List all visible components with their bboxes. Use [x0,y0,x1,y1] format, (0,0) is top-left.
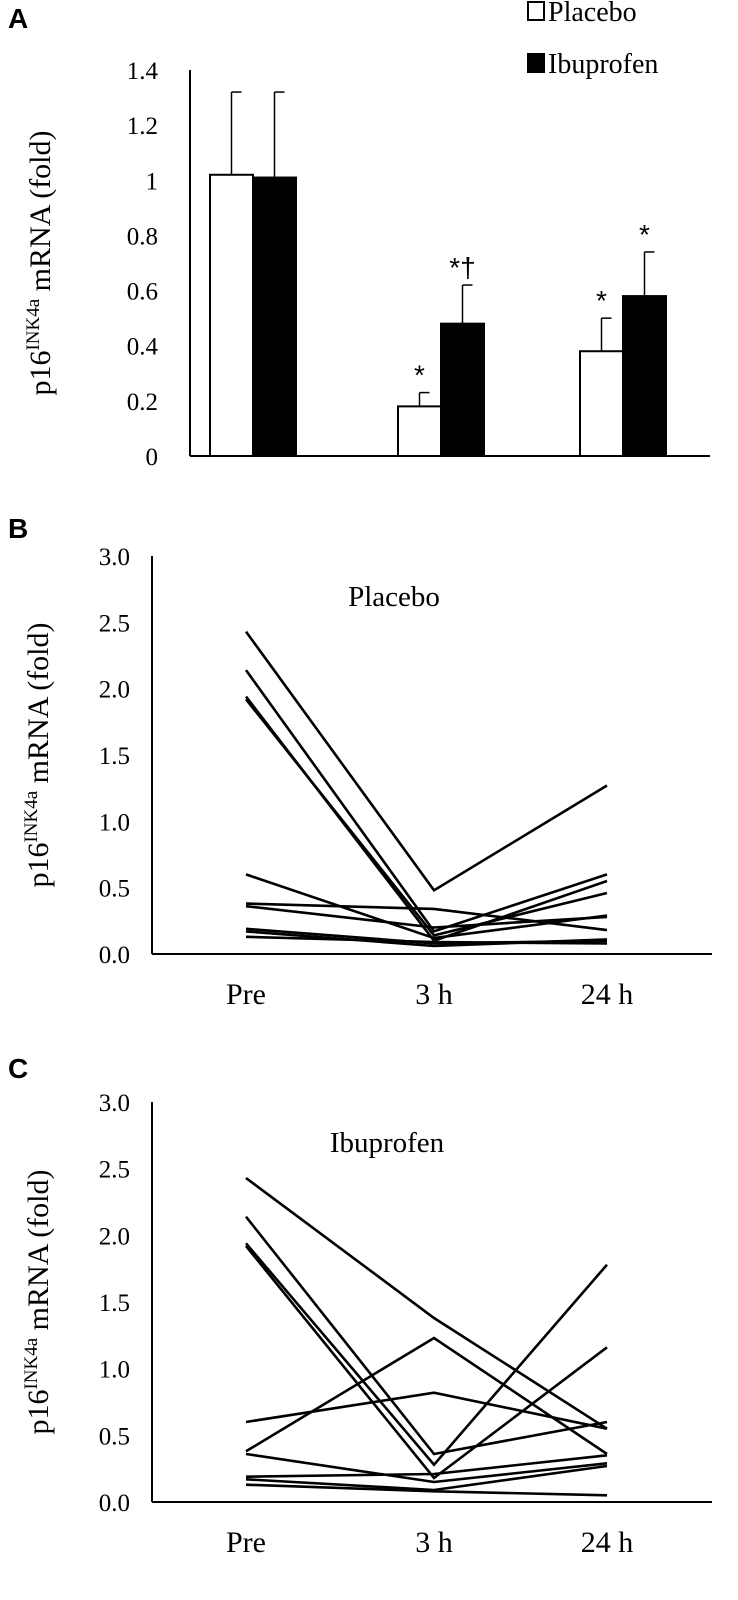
series-line-2 [244,1215,608,1456]
chart-title: Placebo [348,581,440,613]
bar-placebo [579,350,624,458]
y-tick-label: 2.5 [99,1157,130,1184]
series-line-10 [245,935,608,945]
legend-swatch-ibuprofen [527,53,545,73]
bar-ibuprofen [440,322,485,457]
y-tick-label: 0 [146,444,159,471]
series-line-1 [245,1176,608,1430]
y-tick-label: 2.0 [99,677,130,704]
series-line-6 [245,902,608,932]
y-axis-label: p16INK4a mRNA (fold) [21,622,55,887]
series-line-9 [245,930,608,948]
x-tick-label: 24 h [581,978,634,1011]
significance-mark: * [414,360,425,391]
legend-label-ibuprofen: Ibuprofen [548,49,658,80]
significance-mark: * [596,285,607,316]
y-tick-label: 2.0 [99,1223,130,1250]
series-line-7 [245,904,608,929]
bar-chart-a: 0 0.2 0.4 0.6 0.8 1 1.2 1.4 * * *† * p16INK4a mRNA (… [23,0,710,471]
significance-mark: *† [449,252,475,283]
y-axis-label: p16INK4a mRNA (fold) [23,130,57,395]
series-line-3 [245,1242,608,1467]
legend-label-placebo: Placebo [548,0,637,28]
line-chart-placebo: 0.0 0.5 1.0 1.5 2.0 2.5 3.0 Pre 3 h 24 h Placebo p1… [21,544,712,1011]
y-tick-label: 0.5 [99,1423,130,1450]
y-tick-label: 3.0 [99,544,130,571]
y-axis-label: p16INK4a mRNA (fold) [21,1169,55,1434]
bar-ibuprofen [252,176,297,457]
y-tick-label: 0.5 [99,876,130,903]
y-tick-label: 0.4 [127,334,159,361]
x-tick-label: Pre [226,1526,266,1559]
bar-placebo [397,405,442,457]
y-tick-label: 0.0 [99,1490,130,1517]
series-line-2 [244,669,608,933]
x-tick-label: Pre [226,978,266,1011]
x-tick-label: 3 h [415,978,453,1011]
y-tick-label: 1.4 [127,58,159,85]
series-line-4 [244,1245,608,1480]
y-tick-label: 0.6 [127,279,158,306]
y-tick-label: 0.2 [127,389,158,416]
panel-label-a: A [8,3,28,34]
series-line-10 [245,1483,608,1497]
panel-label-c: C [8,1053,28,1084]
chart-title: Ibuprofen [330,1127,445,1159]
line-chart-ibuprofen: 0.0 0.5 1.0 1.5 2.0 2.5 3.0 Pre 3 h 24 h Ibuprofen… [21,1090,712,1559]
legend: Placebo Ibuprofen [527,0,658,80]
x-tick-label: 3 h [415,1526,453,1559]
y-tick-label: 1.5 [99,1290,130,1317]
y-tick-label: 1.0 [99,809,130,836]
y-tick-label: 1 [146,168,159,195]
legend-swatch-placebo [527,1,545,21]
x-tick-label: 24 h [581,1526,634,1559]
y-tick-label: 1.2 [127,113,158,140]
series-line-4 [244,698,608,937]
series-line-7 [245,1452,608,1484]
series-line-5 [245,1391,608,1430]
series-line-8 [245,1454,608,1478]
y-tick-label: 2.5 [99,610,130,637]
y-tick-label: 1.0 [99,1357,130,1384]
series-line-6 [245,1336,608,1456]
y-tick-label: 0.8 [127,223,158,250]
y-tick-label: 1.5 [99,743,130,770]
significance-mark: * [639,219,650,250]
panel-label-b: B [8,513,28,544]
y-tick-label: 0.0 [99,942,130,969]
series-line-1 [244,630,608,893]
bar-placebo [209,173,254,457]
y-tick-label: 3.0 [99,1090,130,1117]
bar-ibuprofen [622,295,667,458]
